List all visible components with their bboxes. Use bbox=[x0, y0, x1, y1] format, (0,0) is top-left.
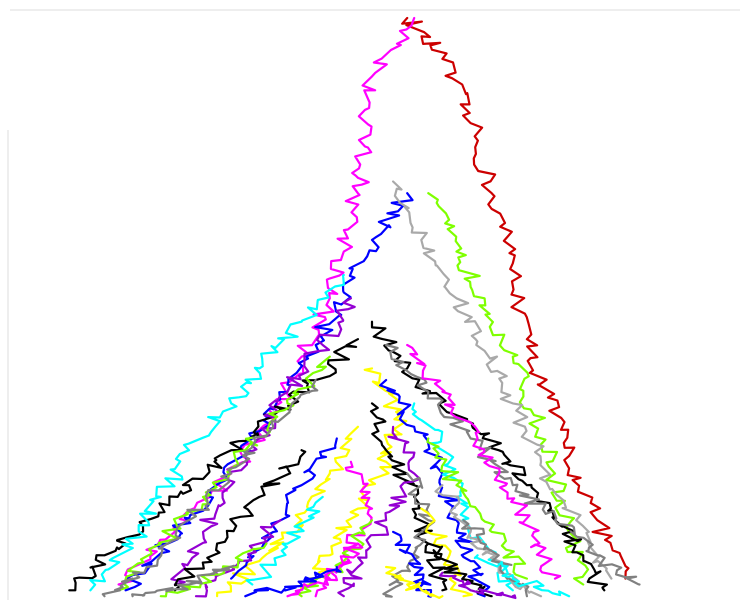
series-line-29 bbox=[392, 530, 433, 598]
series-line-11 bbox=[170, 297, 356, 586]
series-line-27 bbox=[420, 507, 473, 598]
series-line-37 bbox=[385, 565, 444, 600]
series-line-36 bbox=[244, 565, 342, 598]
series-line-38 bbox=[131, 564, 235, 598]
series-line-8 bbox=[89, 273, 345, 592]
series-line-22 bbox=[314, 460, 374, 598]
series-line-7 bbox=[68, 338, 359, 592]
series-line-28 bbox=[296, 519, 374, 598]
series-line-5 bbox=[392, 180, 613, 580]
series-line-1 bbox=[401, 16, 630, 580]
series-line-3 bbox=[427, 192, 590, 586]
series-line-14 bbox=[406, 343, 562, 580]
series-line-6 bbox=[370, 320, 609, 592]
series-line-35 bbox=[473, 554, 571, 598]
series-line-9 bbox=[385, 343, 641, 586]
series-line-24 bbox=[173, 449, 307, 592]
series-line-15 bbox=[101, 379, 319, 598]
series-layer bbox=[68, 16, 641, 600]
series-line-10 bbox=[299, 367, 408, 592]
series-line-33 bbox=[427, 542, 493, 598]
series-line-21 bbox=[230, 437, 338, 580]
series-line-39 bbox=[438, 571, 517, 600]
series-line-23 bbox=[382, 472, 436, 598]
series-line-19 bbox=[337, 425, 421, 598]
series-line-26 bbox=[245, 495, 324, 586]
series-line-2 bbox=[117, 16, 416, 586]
series-line-20 bbox=[426, 437, 529, 580]
series-line-32 bbox=[286, 542, 364, 598]
series-line-34 bbox=[159, 542, 268, 598]
series-line-18 bbox=[216, 425, 359, 598]
